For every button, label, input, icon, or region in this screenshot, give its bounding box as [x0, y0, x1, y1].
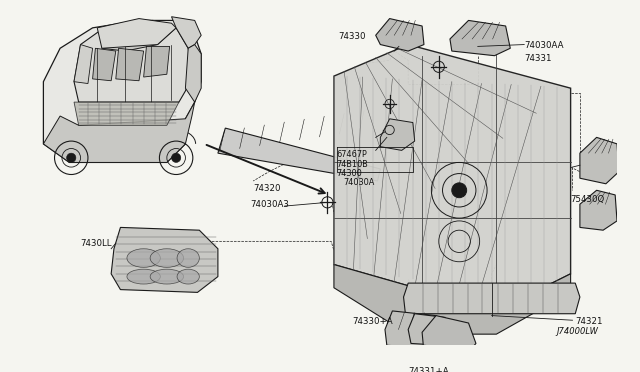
Ellipse shape	[127, 269, 161, 284]
Text: 74331: 74331	[524, 54, 552, 63]
Polygon shape	[74, 45, 93, 84]
Polygon shape	[102, 20, 176, 51]
Text: 74030A: 74030A	[343, 178, 374, 187]
Ellipse shape	[177, 249, 199, 267]
Ellipse shape	[150, 249, 184, 267]
Polygon shape	[186, 45, 201, 102]
Circle shape	[172, 153, 180, 163]
Text: 75430Q: 75430Q	[571, 195, 605, 204]
Text: 74330+A: 74330+A	[353, 317, 393, 327]
Polygon shape	[376, 19, 424, 51]
Text: 74321: 74321	[575, 317, 603, 327]
Text: 74300: 74300	[337, 169, 362, 178]
Polygon shape	[172, 17, 201, 48]
Polygon shape	[380, 119, 415, 150]
Ellipse shape	[177, 269, 199, 284]
Polygon shape	[143, 46, 170, 77]
Circle shape	[452, 183, 467, 198]
Polygon shape	[580, 137, 619, 184]
Polygon shape	[450, 20, 510, 56]
Polygon shape	[334, 45, 571, 311]
Polygon shape	[334, 264, 571, 334]
Ellipse shape	[127, 249, 161, 267]
Polygon shape	[580, 190, 617, 230]
Polygon shape	[44, 102, 195, 163]
Polygon shape	[116, 48, 143, 81]
Text: 74330: 74330	[339, 32, 366, 42]
Text: 74B10B: 74B10B	[337, 160, 369, 169]
Polygon shape	[385, 311, 442, 348]
Circle shape	[67, 153, 76, 163]
Polygon shape	[74, 20, 192, 102]
Ellipse shape	[150, 269, 184, 284]
Polygon shape	[218, 128, 380, 181]
Text: 7430LL: 7430LL	[81, 240, 112, 248]
Polygon shape	[74, 102, 179, 125]
Polygon shape	[404, 283, 580, 314]
Polygon shape	[93, 48, 116, 81]
Text: 74030AA: 74030AA	[524, 41, 564, 50]
Polygon shape	[97, 19, 176, 48]
Polygon shape	[413, 345, 479, 372]
Text: 67467P: 67467P	[337, 150, 367, 159]
Text: 74331+A: 74331+A	[408, 367, 449, 372]
Polygon shape	[408, 314, 450, 345]
Text: J74000LW: J74000LW	[557, 327, 598, 336]
Text: 74320: 74320	[253, 184, 281, 193]
Polygon shape	[422, 315, 476, 357]
Polygon shape	[111, 227, 218, 292]
Polygon shape	[44, 20, 201, 163]
Text: 74030A3: 74030A3	[250, 199, 289, 209]
